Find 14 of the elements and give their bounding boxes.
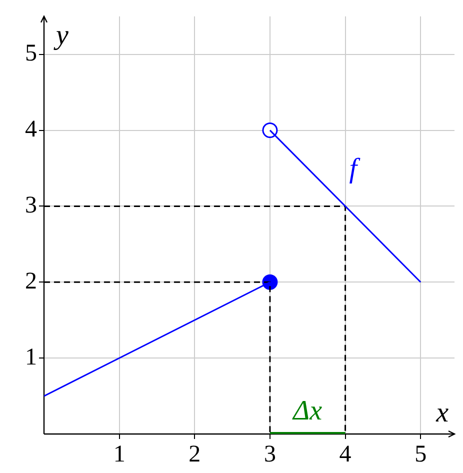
series-label: Δx (292, 395, 323, 426)
x-tick-label: 2 (188, 442, 201, 468)
x-axis-title: x (435, 397, 450, 428)
x-tick-label: 1 (113, 442, 126, 468)
x-tick-label: 3 (264, 442, 276, 468)
series-label: f (349, 154, 360, 185)
x-tick-label: 4 (339, 442, 352, 468)
y-tick-label: 1 (25, 344, 37, 370)
y-axis-title: y (53, 20, 69, 51)
y-tick-label: 5 (25, 40, 37, 67)
y-tick-label: 3 (25, 192, 37, 219)
y-tick-label: 4 (25, 116, 37, 143)
x-tick-label: 5 (414, 442, 427, 468)
y-tick-label: 2 (25, 268, 37, 294)
